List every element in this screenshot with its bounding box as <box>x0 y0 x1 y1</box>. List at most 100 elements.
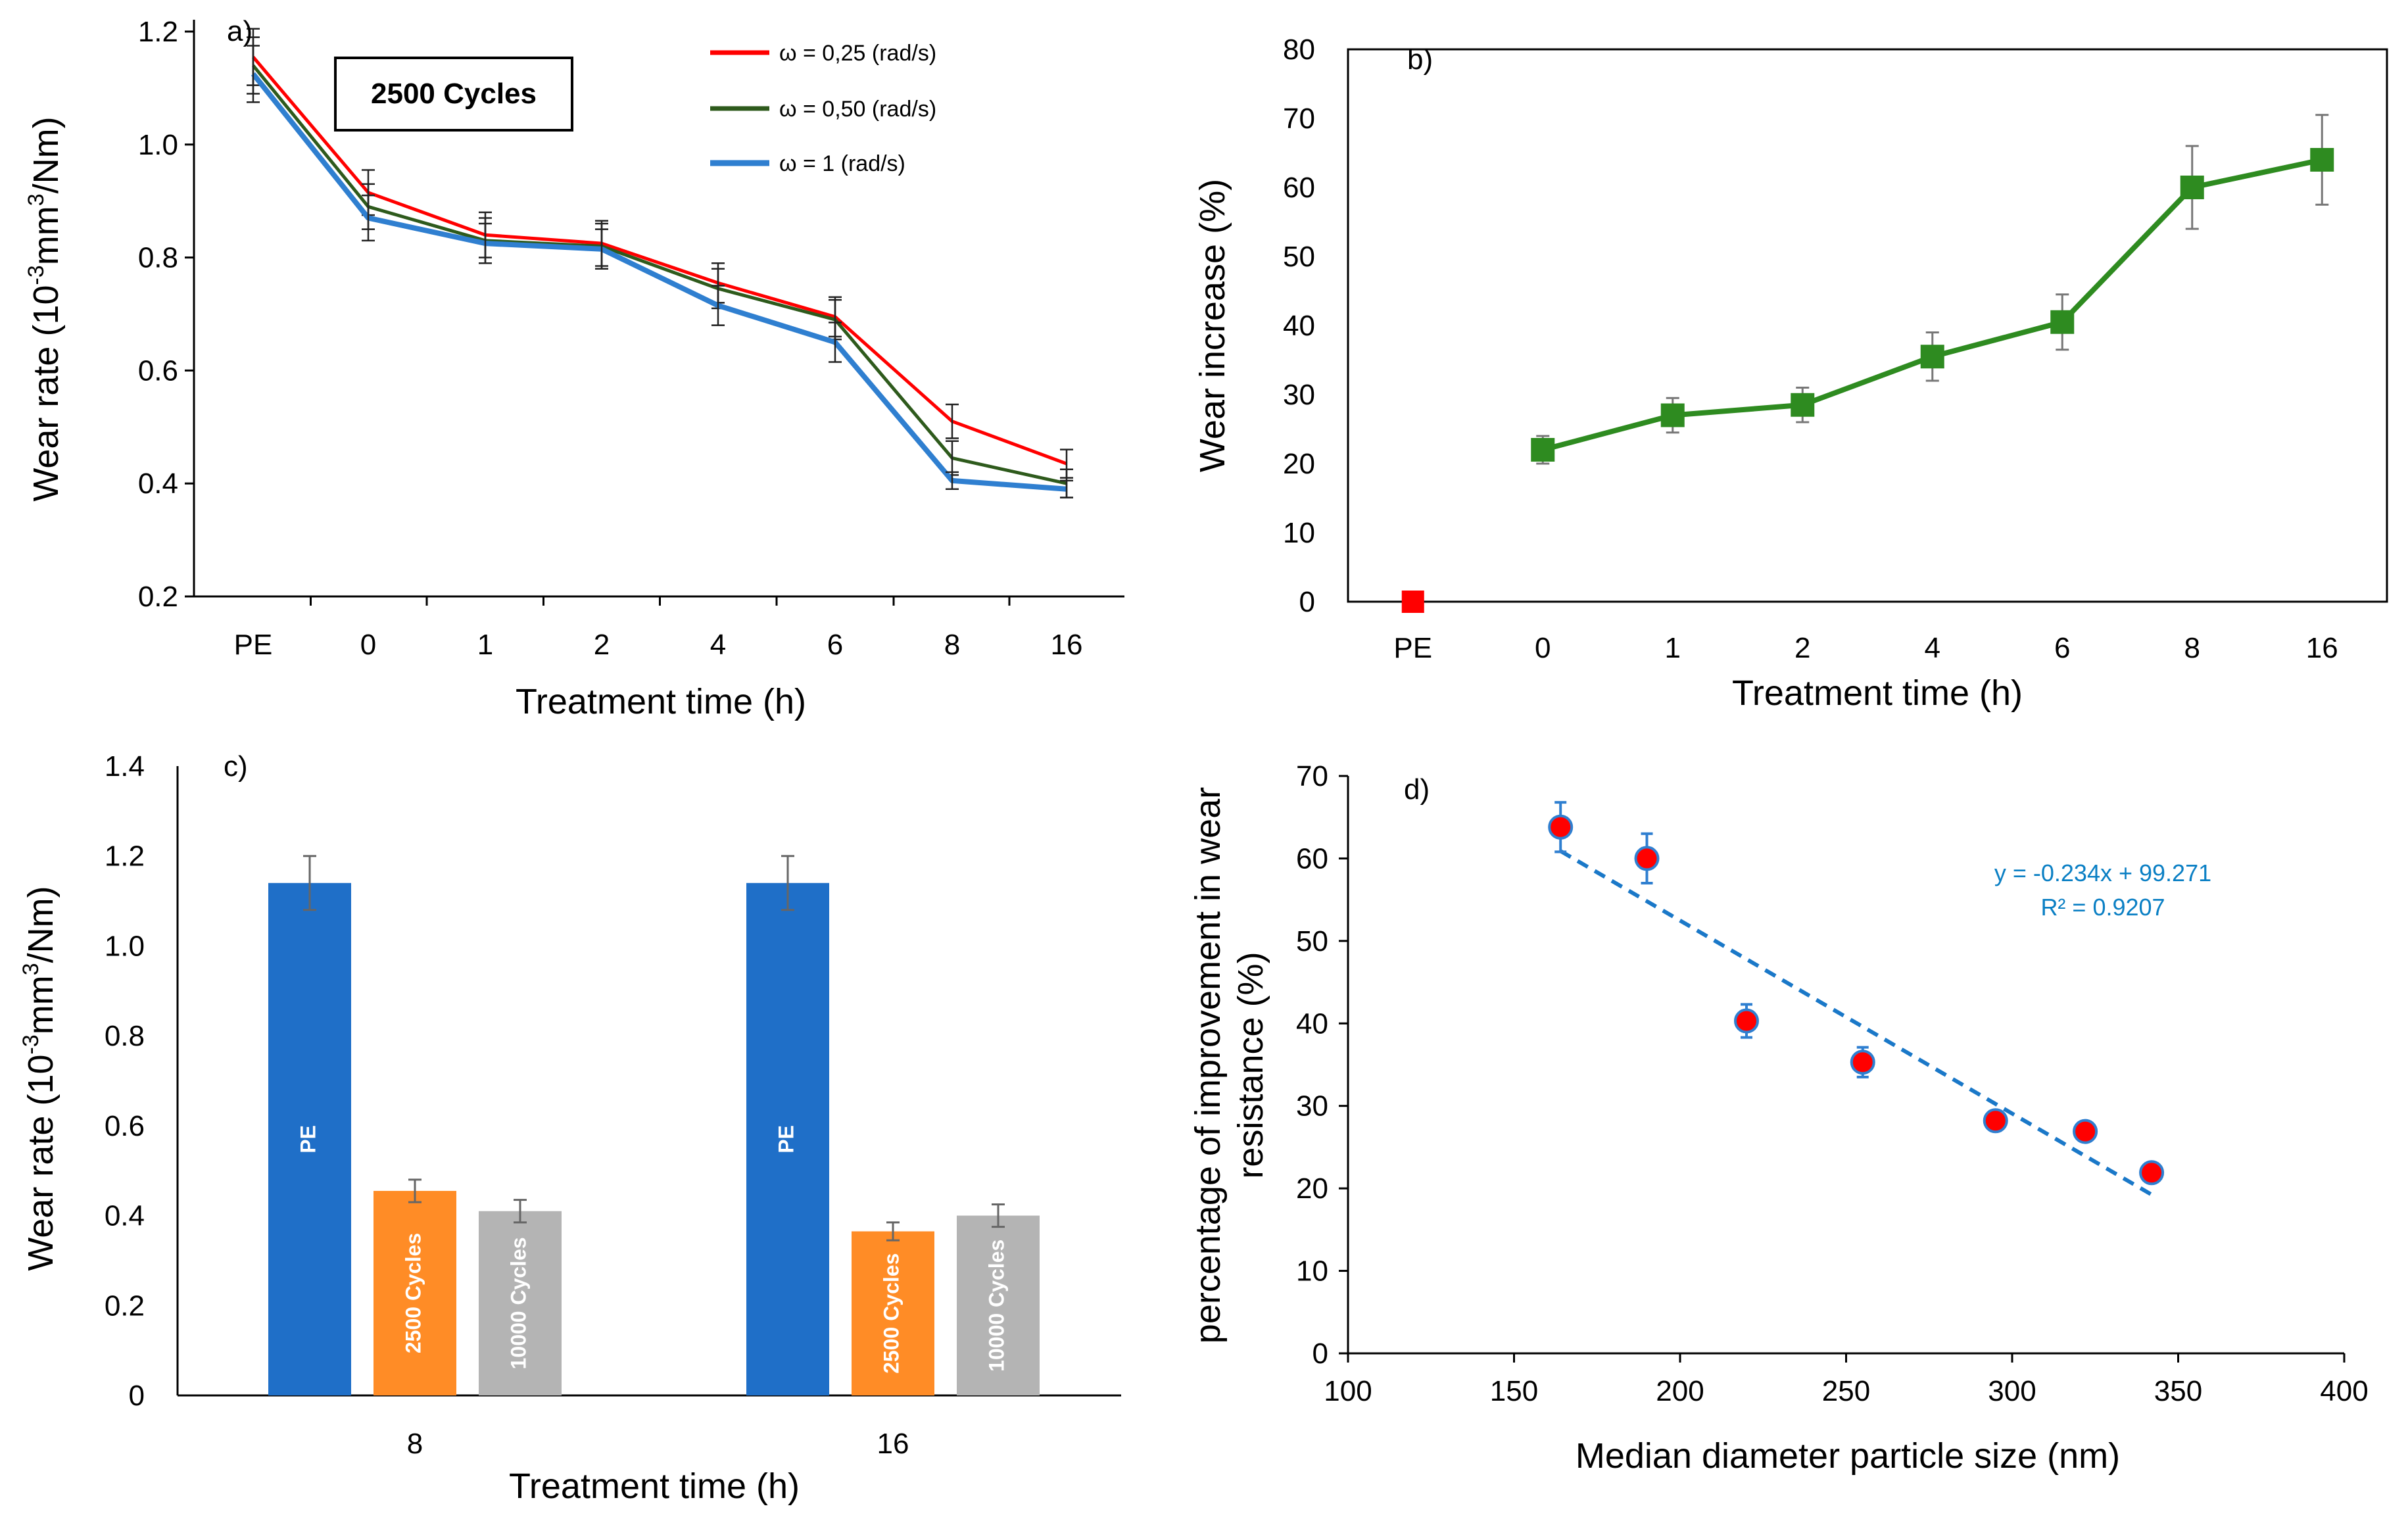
panel-a-legend: ω = 0,25 (rad/s) ω = 0,50 (rad/s) ω = 1 … <box>710 41 936 176</box>
panel-a-y-ticks: 0.2 0.4 0.6 0.8 1.0 1.2 <box>138 16 194 613</box>
panel-a-x-tick-label: 4 <box>710 629 726 661</box>
panel-a-x-tick-label: 1 <box>477 629 493 661</box>
panel-d-x-tick-label: 150 <box>1490 1375 1538 1407</box>
panel-d-point <box>1850 1050 1875 1075</box>
panel-a-y-tick-label: 0.8 <box>138 242 178 274</box>
panel-a-series <box>247 28 1073 498</box>
panel-d-trendline-path <box>1559 849 2153 1197</box>
panel-a-x-tick-label: 0 <box>360 629 376 661</box>
panel-a-x-axis-title: Treatment time (h) <box>516 682 806 721</box>
panel-b-marker <box>1660 403 1685 427</box>
panel-c-y-tick-label: 1.0 <box>105 930 145 962</box>
panel-b-y-ticks: 0 10 20 30 40 50 60 70 80 <box>1283 34 1315 618</box>
panel-c-y-tick-label: 1.4 <box>105 750 145 783</box>
panel-b-x-tick-label: 6 <box>2054 632 2070 664</box>
panel-a-series-line <box>252 56 1067 466</box>
panel-c-bar-label: 10000 Cycles <box>984 1240 1008 1372</box>
panel-a-line-chart: 0.2 0.4 0.6 0.8 1.0 1.2 PE 0 1 2 4 6 8 16 a) 2500 Cy… <box>24 15 1124 721</box>
panel-c-x-ticks: 8 16 <box>407 1428 909 1460</box>
panel-c-y-tick-label: 1.2 <box>105 840 145 873</box>
legend-label-w1: ω = 1 (rad/s) <box>779 151 905 176</box>
panel-d-y-tick-label: 30 <box>1296 1090 1328 1123</box>
panel-b-x-tick-label: 2 <box>1794 632 1810 664</box>
panel-b-marker <box>2310 148 2334 172</box>
panel-d-scatter-chart: 0 10 20 30 40 50 60 70 100 150 200 250 300 350 400 d)… <box>1188 760 2369 1476</box>
panel-d-label: d) <box>1404 773 1430 806</box>
panel-c-y-tick-label: 0.8 <box>105 1020 145 1052</box>
panel-c-bar-label: PE <box>296 1125 320 1153</box>
panel-a-y-tick-label: 0.4 <box>138 468 178 500</box>
panel-b-series <box>1401 114 2334 613</box>
panel-a-y-tick-label: 1.0 <box>138 129 178 161</box>
panel-a-cycles-box-label: 2500 Cycles <box>371 78 537 110</box>
panel-b-x-tick-label: 0 <box>1535 632 1551 664</box>
panel-a-label: a) <box>227 15 253 47</box>
panel-a-x-tick-label: 16 <box>1051 629 1083 661</box>
panel-d-x-ticks: 100 150 200 250 300 350 400 <box>1324 1353 2369 1407</box>
panel-b-y-tick-label: 60 <box>1283 172 1315 204</box>
panel-d-x-tick-label: 250 <box>1822 1375 1870 1407</box>
panel-d-y-tick-label: 20 <box>1296 1172 1328 1205</box>
legend-label-w025: ω = 0,25 (rad/s) <box>779 41 936 66</box>
panel-a-x-tick-label: PE <box>234 629 273 661</box>
panel-a-cycles-box <box>334 57 573 132</box>
panel-c-x-axis-title: Treatment time (h) <box>509 1466 800 1506</box>
panel-b-series-line <box>1542 157 2323 452</box>
panel-d-x-tick-label: 350 <box>2154 1375 2202 1407</box>
panel-b-y-tick-label: 0 <box>1299 586 1315 618</box>
panel-b-y-tick-label: 40 <box>1283 310 1315 342</box>
panel-a-y-tick-label: 1.2 <box>138 16 178 48</box>
panel-d-x-tick-label: 300 <box>1988 1375 2036 1407</box>
panel-b-marker <box>2180 176 2204 199</box>
panel-d-y-tick-label: 40 <box>1296 1007 1328 1040</box>
panel-a-y-tick-label: 0.2 <box>138 581 178 613</box>
panel-b-x-tick-label: 4 <box>1925 632 1940 664</box>
panel-d-trendline <box>1559 849 2153 1197</box>
panel-b-x-tick-label: PE <box>1393 632 1432 664</box>
panel-c-x-tick-label: 16 <box>877 1428 909 1460</box>
panel-c-bar-label: 2500 Cycles <box>401 1233 425 1353</box>
panel-b-marker <box>1531 438 1555 462</box>
panel-d-y-tick-label: 70 <box>1296 760 1328 792</box>
panel-b-marker <box>2050 310 2075 334</box>
panel-c-bars: PE 2500 Cycles 10000 Cycles PE 2500 Cycles 10… <box>268 855 1040 1395</box>
legend-label-w050: ω = 0,50 (rad/s) <box>779 97 936 122</box>
panel-d-y-axis-title-line2: resistance (%) <box>1231 952 1270 1178</box>
panel-c-y-tick-label: 0.2 <box>105 1290 145 1322</box>
panel-c-label: c) <box>224 750 248 783</box>
panel-d-point <box>2073 1119 2098 1144</box>
panel-a-x-ticks: PE 0 1 2 4 6 8 16 <box>234 596 1083 661</box>
panel-c-y-tick-label: 0.6 <box>105 1110 145 1142</box>
panel-a-y-axis-title: Wear rate (10-3mm3/Nm) <box>24 116 66 501</box>
panel-c-y-axis-title: Wear rate (10-3mm3/Nm) <box>18 886 60 1270</box>
panel-b-x-tick-label: 8 <box>2184 632 2200 664</box>
panel-c-bar-label: 2500 Cycles <box>879 1253 903 1374</box>
panel-a-series-line <box>252 64 1067 485</box>
panel-c-x-tick-label: 8 <box>407 1428 423 1460</box>
panel-d-y-axis-title-line1: percentage of improvement in wear <box>1188 787 1228 1343</box>
panel-c-bar <box>373 1190 456 1395</box>
panel-c-y-tick-label: 0.4 <box>105 1200 145 1232</box>
panel-b-y-tick-label: 10 <box>1283 517 1315 549</box>
panel-d-y-tick-label: 10 <box>1296 1255 1328 1288</box>
panel-c-bar <box>479 1211 562 1395</box>
panel-b-x-tick-label: 16 <box>2306 632 2338 664</box>
panel-d-x-axis-title: Median diameter particle size (nm) <box>1576 1436 2120 1476</box>
panel-d-y-tick-label: 0 <box>1312 1338 1328 1370</box>
panel-a-x-tick-label: 2 <box>594 629 610 661</box>
panel-c-bar <box>957 1215 1040 1395</box>
panel-d-points <box>1548 801 2165 1186</box>
panel-d-trend-equation: y = -0.234x + 99.271 <box>1994 859 2211 886</box>
panel-a-x-tick-label: 6 <box>827 629 843 661</box>
panel-d-x-tick-label: 400 <box>2320 1375 2368 1407</box>
panel-d-y-tick-label: 60 <box>1296 842 1328 875</box>
panel-c-bar <box>268 882 351 1395</box>
panel-d-y-ticks: 0 10 20 30 40 50 60 70 <box>1296 760 1348 1370</box>
panel-b-marker <box>1920 345 1944 369</box>
panel-c-bar <box>746 882 829 1395</box>
panel-b-y-tick-label: 30 <box>1283 379 1315 411</box>
panel-d-x-tick-label: 100 <box>1324 1375 1372 1407</box>
panel-b-pe-marker <box>1401 591 1424 613</box>
panel-b-plot-frame <box>1347 48 2388 603</box>
